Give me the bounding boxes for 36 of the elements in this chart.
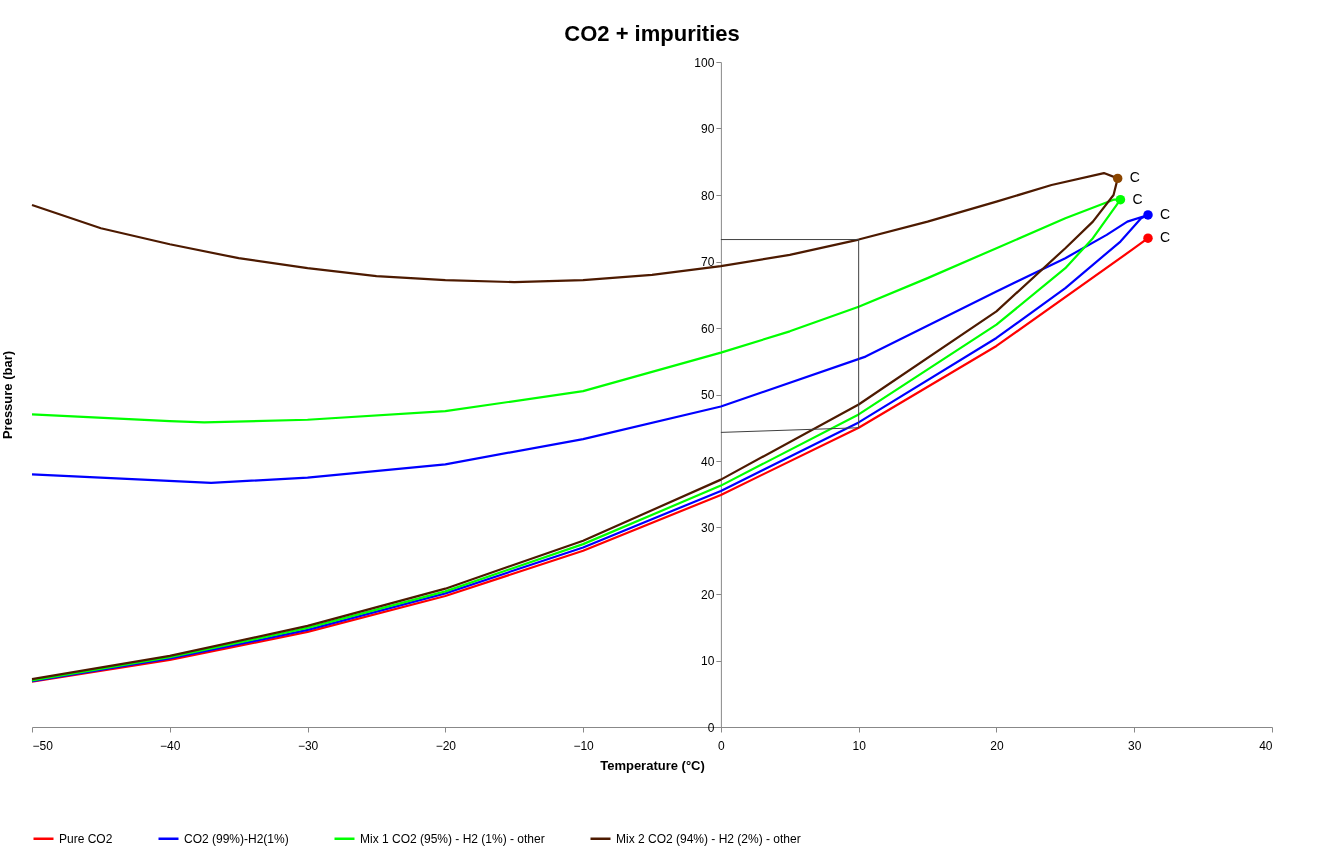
point [1143, 233, 1153, 243]
y-tick-label: 40 [701, 454, 715, 469]
legend-label: CO2 (99%)-H2(1%) [184, 831, 289, 846]
y-tick-label: 90 [701, 122, 715, 136]
point [1112, 173, 1123, 184]
y-axis-title: Pressure (bar) [0, 350, 15, 440]
annotation: C [1160, 229, 1171, 246]
point [1115, 194, 1126, 205]
x-tick-label: 10 [852, 738, 867, 753]
legend-label: Pure CO2 [59, 831, 113, 846]
annotation: C [1160, 205, 1171, 222]
y-tick-label: 80 [701, 188, 715, 203]
x-tick-label: 20 [990, 738, 1004, 753]
y-tick-label: 0 [707, 720, 715, 735]
x-tick-label: −20 [435, 738, 457, 753]
y-tick-label: 60 [701, 321, 715, 336]
x-tick-label: −50 [32, 738, 54, 753]
annotation: C [1129, 169, 1140, 186]
annotation: C [1132, 190, 1143, 207]
x-axis-title: Temperature (°C) [600, 757, 705, 773]
chart-title: CO2 + impurities [564, 21, 740, 46]
y-tick-label: 20 [701, 587, 715, 602]
x-tick-label: −40 [160, 738, 181, 753]
point [1143, 210, 1153, 220]
y-tick-label: 70 [701, 255, 715, 269]
legend-label: Mix 1 CO2 (95%) - H2 (1%) - other [360, 831, 545, 846]
x-tick-label: −30 [297, 738, 319, 753]
y-tick-label: 30 [701, 521, 715, 535]
x-tick-label: −10 [573, 738, 595, 753]
y-tick-label: 100 [694, 55, 715, 70]
x-tick-label: 40 [1259, 738, 1273, 753]
x-tick-label: 0 [718, 738, 726, 753]
y-tick-label: 10 [701, 654, 715, 668]
y-tick-label: 50 [701, 388, 715, 402]
x-tick-label: 30 [1128, 738, 1142, 753]
legend-label: Mix 2 CO2 (94%) - H2 (2%) - other [616, 831, 801, 846]
